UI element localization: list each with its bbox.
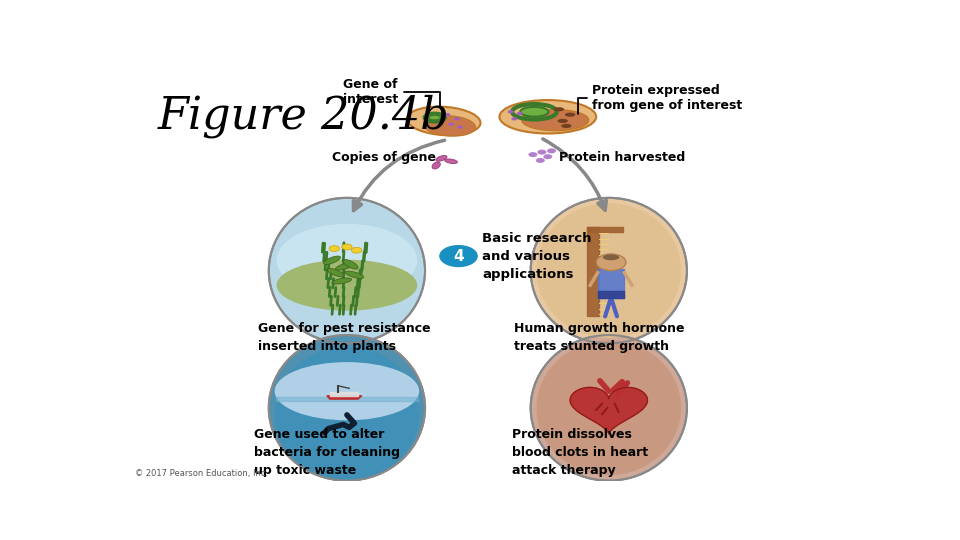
Text: 4: 4 [453,248,464,264]
Ellipse shape [444,159,458,164]
Text: Figure 20.4b: Figure 20.4b [157,94,449,138]
Text: Gene of
interest: Gene of interest [344,78,440,106]
Ellipse shape [562,124,571,128]
Ellipse shape [407,106,481,135]
Circle shape [444,113,450,116]
Text: Human growth hormone
treats stunted growth: Human growth hormone treats stunted grow… [515,322,684,353]
Circle shape [516,112,522,115]
Ellipse shape [332,278,351,284]
Ellipse shape [269,335,425,481]
Text: Protein harvested: Protein harvested [559,151,685,164]
Circle shape [342,244,352,250]
Text: Copies of gene: Copies of gene [332,151,436,164]
Text: Gene used to alter
bacteria for cleaning
up toxic waste: Gene used to alter bacteria for cleaning… [253,428,400,477]
Text: Gene for pest resistance
inserted into plants: Gene for pest resistance inserted into p… [257,322,430,353]
Ellipse shape [335,263,354,270]
Ellipse shape [276,260,418,310]
Ellipse shape [343,260,358,269]
Polygon shape [326,396,362,399]
Polygon shape [570,387,647,434]
Ellipse shape [537,341,681,475]
Circle shape [351,247,362,253]
Ellipse shape [531,198,687,343]
Circle shape [596,254,626,271]
Ellipse shape [429,115,441,120]
Circle shape [440,246,477,266]
Ellipse shape [554,107,564,111]
Circle shape [512,117,517,120]
Text: Protein dissolves
blood clots in heart
attack therapy: Protein dissolves blood clots in heart a… [512,428,648,477]
Text: © 2017 Pearson Education, Inc.: © 2017 Pearson Education, Inc. [134,469,268,477]
Ellipse shape [327,268,345,277]
Ellipse shape [520,107,548,117]
Text: Protein expressed
from gene of interest: Protein expressed from gene of interest [578,84,743,114]
Circle shape [508,110,514,113]
Ellipse shape [324,256,341,265]
Ellipse shape [558,119,568,123]
Ellipse shape [432,162,441,169]
Circle shape [454,117,460,120]
Circle shape [547,148,556,153]
Ellipse shape [275,362,420,420]
Circle shape [457,125,463,129]
Ellipse shape [423,116,475,136]
Circle shape [329,246,340,252]
Ellipse shape [345,271,364,279]
Ellipse shape [522,110,588,131]
Circle shape [543,154,552,159]
Ellipse shape [564,113,575,117]
Circle shape [448,123,454,126]
Ellipse shape [537,204,681,338]
Ellipse shape [275,347,420,481]
Text: Basic research
and various
applications: Basic research and various applications [482,232,591,281]
Ellipse shape [276,224,418,296]
Circle shape [528,152,538,157]
Ellipse shape [436,156,447,161]
Circle shape [536,158,545,163]
Ellipse shape [531,335,687,481]
Circle shape [538,150,546,154]
Ellipse shape [269,198,425,343]
Ellipse shape [603,254,619,260]
Ellipse shape [499,100,596,133]
